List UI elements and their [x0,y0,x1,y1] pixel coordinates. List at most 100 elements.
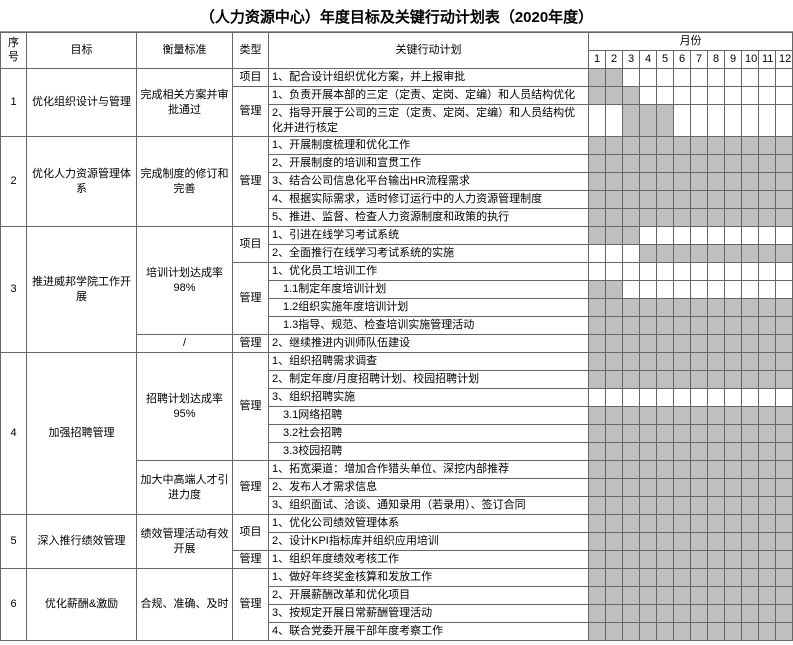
gantt-cell [759,623,776,641]
gantt-cell [776,569,793,587]
col-measure: 衡量标准 [137,33,233,69]
seq-cell: 5 [1,515,27,569]
gantt-fill [708,443,724,460]
gantt-fill [657,371,673,388]
goal-cell: 推进威邦学院工作开展 [27,227,137,353]
gantt-cell [623,623,640,641]
gantt-fill [657,191,673,208]
gantt-fill [725,497,741,514]
gantt-cell [725,86,742,104]
gantt-fill [606,353,622,370]
gantt-cell [708,587,725,605]
gantt-cell [776,245,793,263]
gantt-fill [759,371,775,388]
gantt-fill [742,299,758,316]
gantt-fill [674,173,690,190]
gantt-cell [776,227,793,245]
gantt-cell [691,155,708,173]
gantt-cell [776,533,793,551]
gantt-cell [708,209,725,227]
gantt-fill [708,299,724,316]
gantt-cell [657,479,674,497]
gantt-cell [657,569,674,587]
gantt-fill [640,497,656,514]
gantt-cell [759,605,776,623]
gantt-cell [640,245,657,263]
plan-cell: 3、组织招聘实施 [269,389,589,407]
gantt-fill [725,443,741,460]
gantt-cell [725,551,742,569]
gantt-fill [691,425,707,442]
gantt-cell [589,227,606,245]
gantt-fill [623,479,639,496]
gantt-cell [657,389,674,407]
measure-cell: 绩效管理活动有效开展 [137,515,233,569]
gantt-fill [776,137,792,154]
gantt-cell [725,425,742,443]
gantt-fill [623,533,639,550]
gantt-cell [691,263,708,281]
gantt-cell [623,299,640,317]
gantt-fill [725,605,741,622]
gantt-cell [776,461,793,479]
gantt-cell [708,353,725,371]
gantt-cell [623,497,640,515]
gantt-fill [742,533,758,550]
gantt-cell [589,263,606,281]
gantt-fill [589,317,605,334]
gantt-cell [674,155,691,173]
gantt-fill [640,605,656,622]
gantt-cell [725,68,742,86]
gantt-cell [725,461,742,479]
plan-cell: 4、联合党委开展干部年度考察工作 [269,623,589,641]
gantt-cell [640,137,657,155]
gantt-fill [623,515,639,532]
gantt-fill [691,515,707,532]
gantt-fill [708,569,724,586]
gantt-cell [725,479,742,497]
gantt-cell [759,587,776,605]
gantt-fill [606,587,622,604]
gantt-cell [691,515,708,533]
gantt-cell [742,104,759,137]
gantt-cell [674,281,691,299]
gantt-cell [589,515,606,533]
gantt-cell [759,515,776,533]
gantt-fill [742,443,758,460]
gantt-fill [623,497,639,514]
gantt-fill [742,371,758,388]
gantt-cell [674,407,691,425]
measure-cell: / [137,335,233,353]
gantt-fill [674,335,690,352]
gantt-fill [742,623,758,640]
gantt-fill [776,623,792,640]
gantt-cell [759,371,776,389]
gantt-cell [657,551,674,569]
plan-cell: 2、开展薪酬改革和优化项目 [269,587,589,605]
gantt-cell [742,425,759,443]
gantt-cell [742,551,759,569]
gantt-cell [759,533,776,551]
type-cell: 管理 [233,137,269,227]
gantt-fill [640,371,656,388]
type-cell: 管理 [233,335,269,353]
gantt-cell [640,299,657,317]
gantt-fill [589,515,605,532]
gantt-cell [759,281,776,299]
gantt-cell [708,623,725,641]
plan-cell: 1、优化员工培训工作 [269,263,589,281]
goal-cell: 深入推行绩效管理 [27,515,137,569]
plan-cell: 3.2社会招聘 [269,425,589,443]
gantt-cell [606,173,623,191]
gantt-cell [691,407,708,425]
gantt-fill [725,425,741,442]
gantt-cell [708,191,725,209]
gantt-cell [776,425,793,443]
gantt-cell [589,425,606,443]
gantt-cell [623,227,640,245]
gantt-cell [742,497,759,515]
gantt-fill [708,245,724,262]
gantt-fill [725,173,741,190]
gantt-fill [725,209,741,226]
gantt-fill [725,299,741,316]
